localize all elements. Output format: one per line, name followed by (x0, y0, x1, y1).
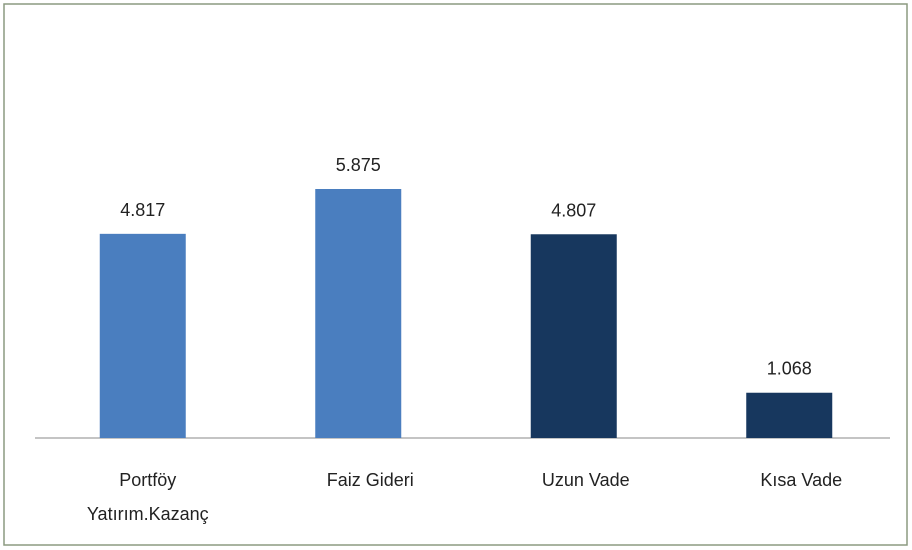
value-label: 4.817 (120, 200, 165, 220)
x-tick-label: Faiz Gideri (326, 470, 414, 490)
x-tick-label: Kısa Vade (760, 470, 843, 490)
bar (99, 233, 186, 438)
bar (530, 234, 617, 438)
value-label: 4.807 (551, 200, 596, 220)
x-tick-label: Uzun Vade (541, 470, 630, 490)
bar (746, 392, 833, 438)
value-label: 1.068 (767, 359, 812, 379)
value-label: 5.875 (336, 155, 381, 175)
bar (315, 189, 402, 438)
x-tick-label: Portföy Yatırım.Kazanç (86, 470, 209, 524)
